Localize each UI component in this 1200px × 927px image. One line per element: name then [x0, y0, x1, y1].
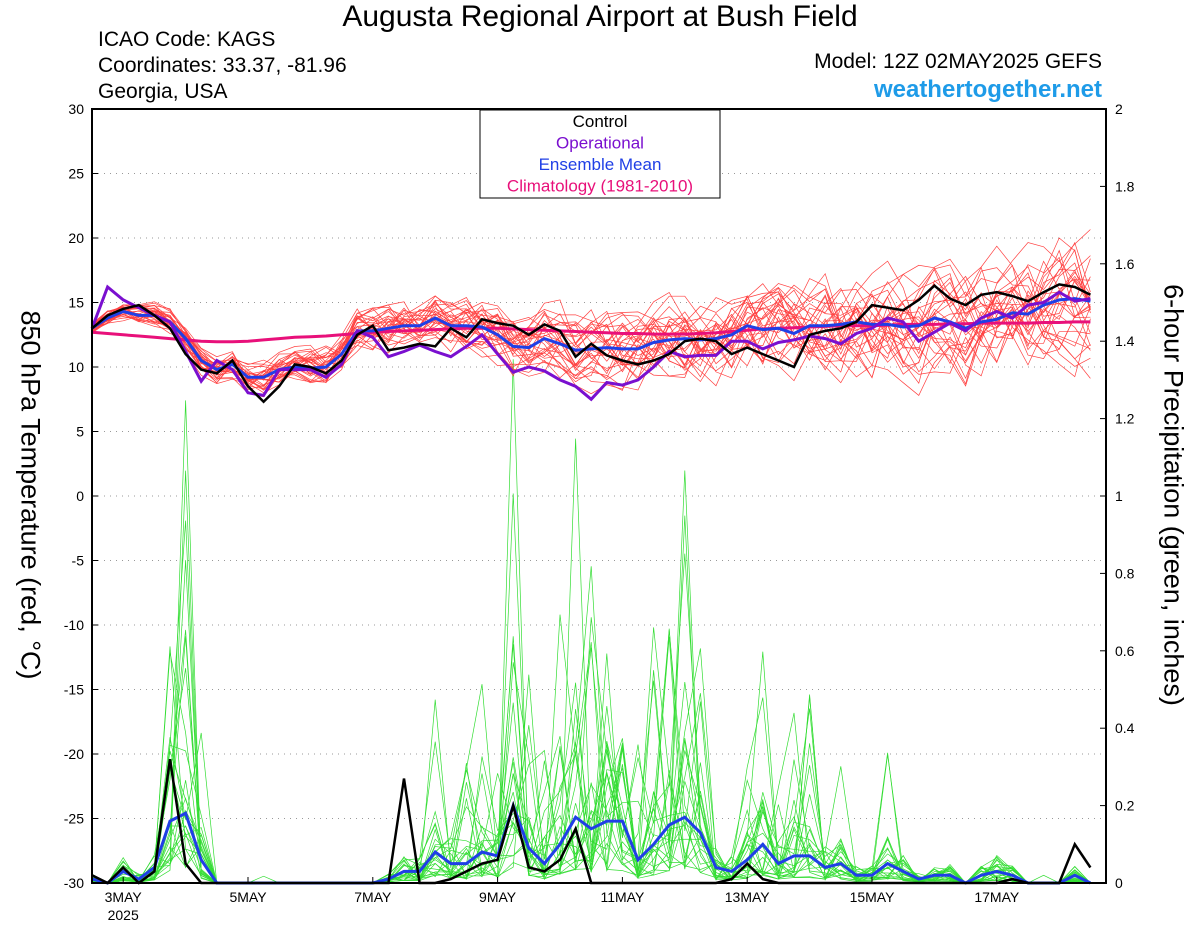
precip-member-line [91, 560, 1091, 884]
x-tick-label: 13MAY [725, 889, 771, 905]
legend-box [479, 109, 721, 199]
y2-tick-label: 0.4 [1115, 720, 1135, 736]
temp-member-line [91, 289, 1091, 381]
x-tick-label: 5MAY [229, 889, 267, 905]
y-tick-label: -10 [64, 617, 84, 633]
x-tick-label: 9MAY [479, 889, 517, 905]
y2-tick-label: 2 [1115, 101, 1123, 117]
y-tick-label: -15 [64, 682, 84, 698]
y-tick-label: 25 [68, 166, 84, 182]
y-tick-label: -20 [64, 746, 84, 762]
y-tick-label: -30 [64, 875, 84, 891]
control-temp-line [91, 283, 1091, 404]
legend-entry: Control [573, 112, 628, 131]
x-tick-label: 15MAY [850, 889, 896, 905]
precip-member-line [91, 493, 1091, 884]
y2-tick-label: 1.4 [1115, 333, 1135, 349]
y2-axis-label: 6-hour Precipitation (green, inches) [1158, 284, 1189, 706]
y-tick-label: 15 [68, 295, 84, 311]
legend-entry: Ensemble Mean [539, 155, 662, 174]
y2-tick-label: 0 [1115, 875, 1123, 891]
legend-entry: Operational [556, 134, 644, 153]
site-link[interactable]: weathertogether.net [873, 76, 1102, 103]
y-tick-label: 20 [68, 230, 84, 246]
temp-member-line [91, 256, 1091, 386]
x-tick-label: 7MAY [354, 889, 392, 905]
precip-member-line [91, 470, 1091, 884]
y2-tick-label: 1.6 [1115, 256, 1135, 272]
precip-member-line [91, 636, 1091, 884]
precip-member-line [91, 438, 1091, 884]
y-tick-label: -25 [64, 811, 84, 827]
y2-tick-label: 1.2 [1115, 411, 1135, 427]
y-tick-label: 30 [68, 101, 84, 117]
precip-member-line [91, 744, 1091, 884]
coordinates: Coordinates: 33.37, -81.96 [98, 54, 347, 77]
y2-tick-label: 0.8 [1115, 565, 1135, 581]
x-tick-label: 17MAY [974, 889, 1020, 905]
temp-member-line [91, 249, 1091, 390]
precip-member-line [91, 636, 1091, 884]
temp-member-line [91, 286, 1091, 380]
y-tick-label: -5 [72, 553, 85, 569]
precip-member-line [91, 553, 1091, 884]
temp-member-line [91, 269, 1091, 368]
y-tick-label: 10 [68, 359, 84, 375]
temp-member-line [91, 249, 1091, 383]
y-tick-label: 5 [76, 424, 84, 440]
chart-title: Augusta Regional Airport at Bush Field [342, 0, 858, 33]
ensemble-mean-temp-line [91, 297, 1091, 379]
temp-member-line [91, 275, 1091, 388]
temp-member-line [91, 241, 1091, 390]
y2-tick-label: 1 [1115, 488, 1123, 504]
x-tick-label: 3MAY [105, 889, 143, 905]
y2-tick-label: 0.2 [1115, 798, 1135, 814]
icao-code: ICAO Code: KAGS [98, 28, 276, 51]
y-axis-label: 850 hPa Temperature (red, °C) [15, 310, 46, 680]
y2-tick-label: 0.6 [1115, 643, 1135, 659]
region: Georgia, USA [98, 80, 228, 103]
legend-entry: Climatology (1981-2010) [507, 177, 693, 196]
operational-temp-line [90, 284, 1091, 402]
plot-frame [91, 108, 1107, 884]
temp-member-line [91, 255, 1091, 394]
y-tick-label: 0 [76, 488, 84, 504]
precip-member-line [91, 566, 1091, 884]
temp-member-line [91, 265, 1091, 384]
precip-member-line [91, 470, 1091, 884]
model-run: Model: 12Z 02MAY2025 GEFS [814, 50, 1102, 73]
x-tick-sublabel: 2025 [108, 907, 139, 923]
x-tick-label: 11MAY [600, 889, 644, 905]
temp-member-line [91, 229, 1091, 388]
y2-tick-label: 1.8 [1115, 178, 1135, 194]
